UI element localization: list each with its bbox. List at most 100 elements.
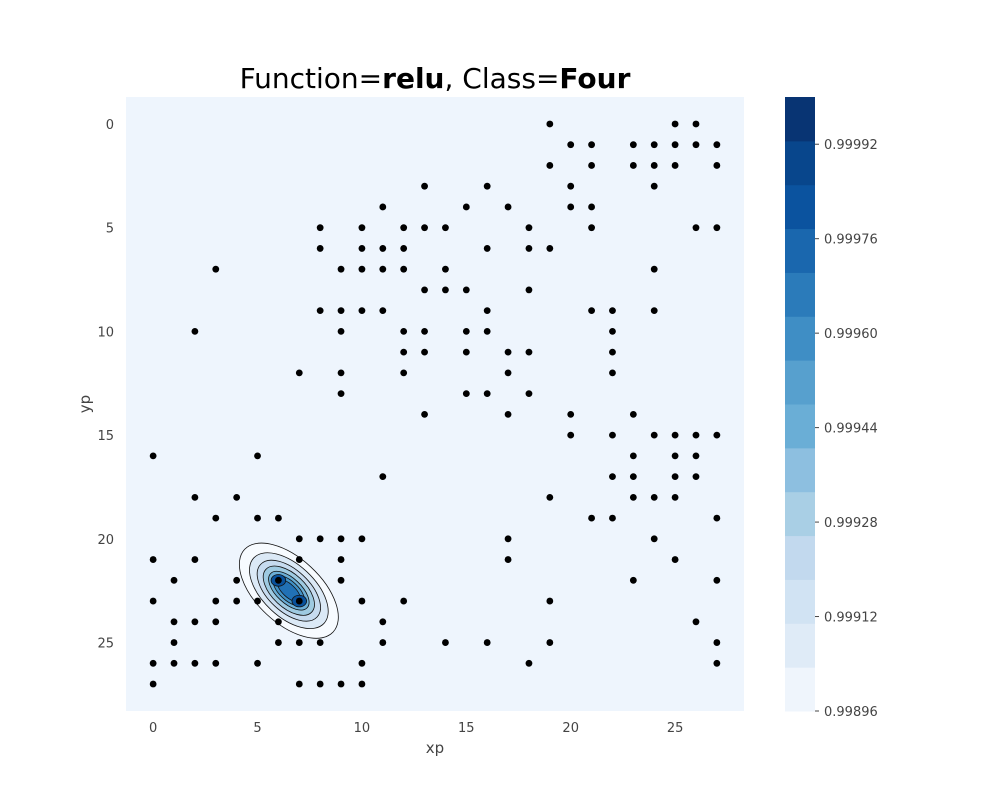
- x-axis-label: xp: [426, 739, 444, 757]
- scatter-point: [504, 203, 512, 211]
- x-axis-ticks: 0 5 10 15 20 25: [149, 721, 683, 736]
- scatter-point: [442, 286, 449, 294]
- x-tick-label: 15: [458, 721, 475, 736]
- scatter-point: [650, 431, 658, 439]
- scatter-point: [233, 493, 241, 501]
- x-tick-label: 20: [562, 721, 579, 736]
- scatter-point: [421, 182, 428, 190]
- colorbar-tick-label: 0.99944: [824, 422, 878, 437]
- scatter-point: [358, 265, 366, 273]
- scatter-point: [483, 307, 491, 315]
- scatter-point: [316, 245, 324, 252]
- scatter-point: [170, 576, 178, 584]
- scatter-point: [483, 182, 491, 190]
- scatter-point: [713, 576, 721, 584]
- scatter-point: [629, 473, 637, 481]
- scatter-point: [337, 535, 345, 543]
- scatter-point: [337, 307, 345, 315]
- scatter-point: [713, 639, 721, 646]
- scatter-point: [400, 245, 408, 252]
- colorbar-segment: [785, 184, 815, 230]
- scatter-point: [588, 224, 595, 232]
- scatter-point: [337, 369, 345, 377]
- scatter-point: [504, 535, 512, 543]
- colorbar-tick-label: 0.99976: [824, 233, 878, 248]
- scatter-point: [379, 265, 387, 273]
- scatter-point: [567, 410, 575, 418]
- scatter-point: [191, 659, 199, 667]
- scatter-point: [525, 659, 533, 667]
- scatter-point: [483, 327, 491, 335]
- scatter-point: [588, 307, 595, 315]
- scatter-point: [525, 286, 533, 294]
- title-part-2: , Class=: [444, 62, 559, 95]
- scatter-point: [170, 639, 178, 646]
- scatter-point: [609, 348, 616, 356]
- y-axis-ticks: 0 5 10 15 20 25: [97, 118, 114, 652]
- scatter-point: [588, 203, 595, 211]
- scatter-point: [212, 265, 220, 273]
- scatter-point: [191, 618, 199, 626]
- scatter-point: [692, 452, 700, 460]
- scatter-point: [483, 639, 491, 646]
- scatter-point: [567, 203, 575, 211]
- scatter-point: [400, 265, 408, 273]
- scatter-point: [567, 431, 575, 439]
- scatter-point: [671, 141, 679, 149]
- scatter-point: [713, 514, 721, 522]
- scatter-point: [254, 514, 261, 522]
- scatter-point: [442, 265, 449, 273]
- scatter-point: [462, 286, 470, 294]
- y-axis-label: yp: [76, 395, 94, 413]
- scatter-point: [212, 514, 220, 522]
- scatter-point: [400, 327, 408, 335]
- scatter-point: [650, 535, 658, 543]
- colorbar-segment: [785, 360, 815, 405]
- scatter-point: [713, 659, 721, 667]
- scatter-point: [337, 680, 345, 688]
- scatter-point: [546, 597, 554, 605]
- scatter-point: [629, 493, 637, 501]
- scatter-point: [629, 576, 637, 584]
- scatter-point: [337, 556, 345, 563]
- scatter-point: [462, 203, 470, 211]
- scatter-point: [609, 514, 616, 522]
- scatter-point: [379, 473, 387, 481]
- scatter-point: [316, 535, 324, 543]
- scatter-point: [671, 120, 679, 128]
- scatter-point: [525, 348, 533, 356]
- scatter-point: [233, 597, 241, 605]
- scatter-point: [462, 348, 470, 356]
- scatter-point: [421, 286, 428, 294]
- scatter-point: [504, 348, 512, 356]
- scatter-point: [275, 618, 282, 626]
- x-tick-label: 0: [149, 721, 157, 736]
- scatter-point: [149, 659, 157, 667]
- scatter-point: [442, 639, 449, 646]
- scatter-point: [358, 535, 366, 543]
- scatter-point: [671, 452, 679, 460]
- scatter-point: [379, 639, 387, 646]
- scatter-point: [504, 410, 512, 418]
- scatter-point: [295, 556, 303, 563]
- scatter-point: [713, 224, 721, 232]
- colorbar-segment: [785, 228, 815, 273]
- scatter-point: [191, 327, 199, 335]
- scatter-point: [233, 576, 241, 584]
- scatter-point: [588, 162, 595, 169]
- scatter-point: [546, 493, 554, 501]
- scatter-point: [567, 141, 575, 149]
- scatter-point: [149, 556, 157, 563]
- scatter-point: [337, 390, 345, 398]
- colorbar-segment: [785, 667, 815, 712]
- scatter-point: [692, 224, 700, 232]
- scatter-point: [295, 680, 303, 688]
- scatter-point: [629, 410, 637, 418]
- scatter-point: [149, 452, 157, 460]
- scatter-point: [713, 141, 721, 149]
- scatter-point: [358, 597, 366, 605]
- scatter-point: [254, 452, 261, 460]
- scatter-point: [212, 659, 220, 667]
- scatter-point: [421, 327, 428, 335]
- colorbar: 0.99896 0.99912 0.99928 0.99944 0.99960 0.999…: [785, 97, 878, 720]
